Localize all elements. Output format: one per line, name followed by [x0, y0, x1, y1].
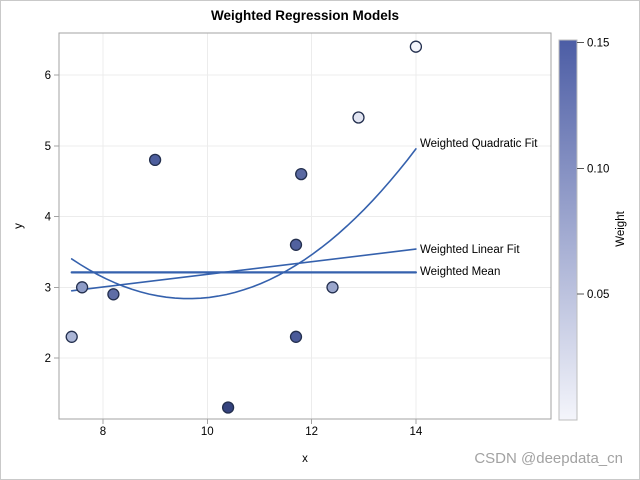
x-tick-label: 10: [201, 426, 214, 438]
legend-gradient-bar: [558, 39, 578, 421]
data-point: [289, 238, 303, 251]
chart-title: Weighted Regression Models: [210, 8, 400, 23]
data-point: [107, 288, 120, 301]
plot-frame: [58, 32, 552, 420]
y-tick-label: 4: [45, 212, 52, 224]
data-point: [148, 153, 162, 167]
y-tick-label: 6: [45, 70, 51, 82]
data-point: [326, 281, 339, 294]
y-axis-title: y: [13, 223, 25, 229]
x-tick-label: 12: [305, 426, 318, 438]
data-point: [221, 401, 235, 414]
label-weighted-quadratic-fit: Weighted Quadratic Fit: [420, 137, 538, 150]
data-point: [75, 281, 89, 294]
data-point: [352, 111, 365, 124]
label-weighted-linear-fit: Weighted Linear Fit: [420, 244, 520, 257]
x-tick-label: 14: [410, 426, 423, 438]
legend-tick-label: 0.05: [587, 289, 609, 301]
legend-tick-label: 0.10: [587, 163, 609, 175]
fit-curve-0: [70, 148, 417, 300]
data-point: [65, 330, 78, 343]
y-tick-label: 2: [45, 353, 51, 365]
legend-tick-label: 0.15: [587, 38, 609, 50]
watermark: CSDN @deepdata_cn: [474, 450, 623, 467]
y-tick-label: 5: [45, 141, 51, 153]
data-point: [289, 330, 303, 343]
label-weighted-mean: Weighted Mean: [420, 266, 501, 279]
y-tick-label: 3: [45, 282, 51, 294]
data-point: [409, 40, 423, 53]
x-tick-label: 8: [100, 426, 106, 438]
fit-curve-1: [70, 248, 417, 292]
legend-title: Weight: [615, 211, 627, 247]
data-point: [295, 167, 308, 181]
x-axis-title: x: [302, 453, 308, 465]
